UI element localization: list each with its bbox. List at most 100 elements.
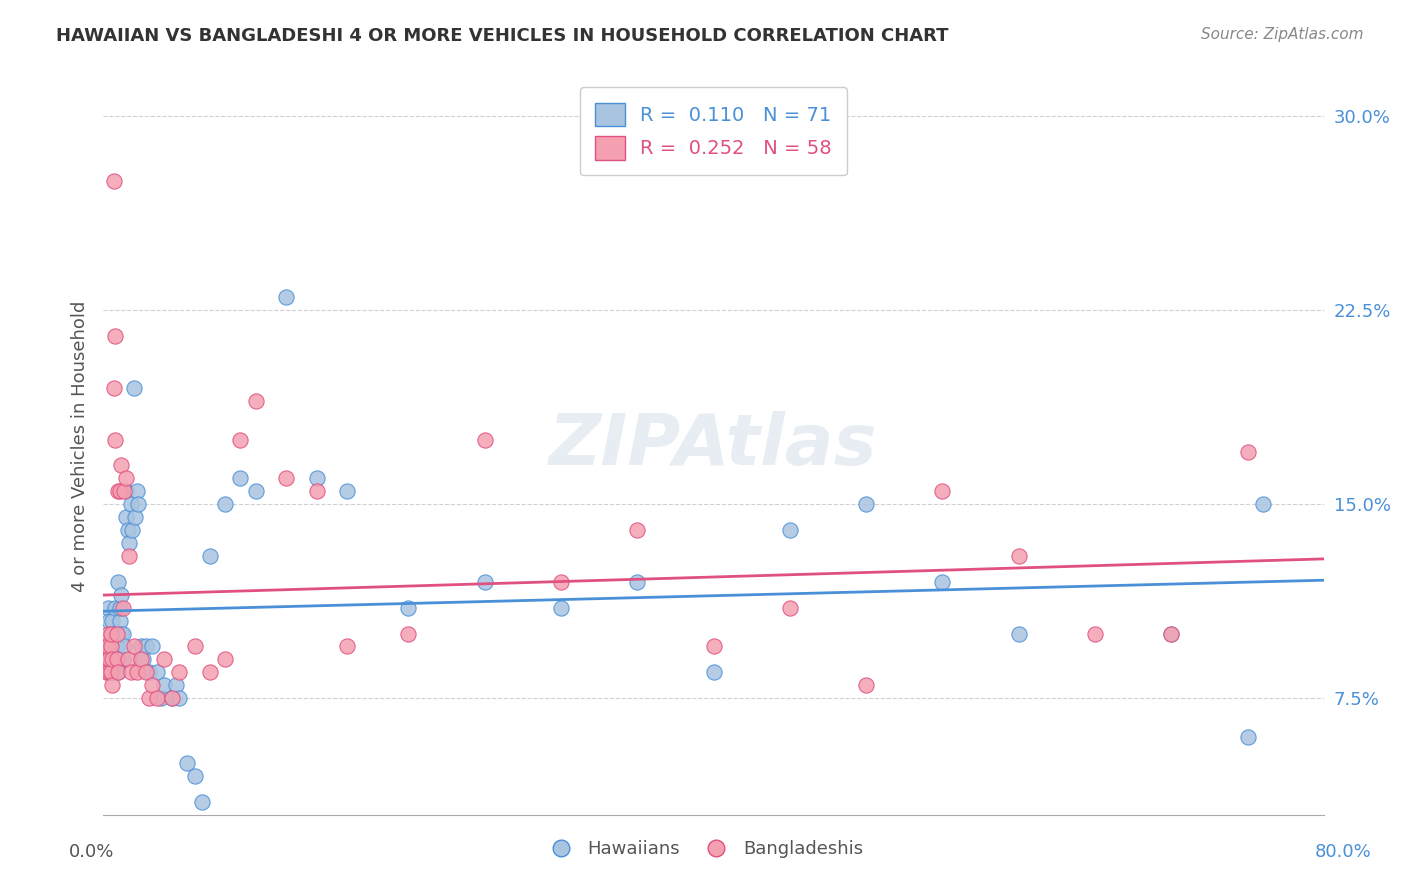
Point bbox=[141, 678, 163, 692]
Point bbox=[103, 626, 125, 640]
Point bbox=[779, 523, 801, 537]
Point bbox=[336, 484, 359, 499]
Point bbox=[100, 626, 122, 640]
Point bbox=[1084, 626, 1107, 640]
Point bbox=[336, 640, 359, 654]
Point bbox=[115, 471, 138, 485]
Point bbox=[135, 665, 157, 680]
Point bbox=[100, 652, 122, 666]
Point bbox=[105, 652, 128, 666]
Point bbox=[105, 626, 128, 640]
Point bbox=[108, 484, 131, 499]
Point bbox=[183, 640, 205, 654]
Point bbox=[111, 600, 134, 615]
Point bbox=[103, 652, 125, 666]
Point bbox=[104, 665, 127, 680]
Point bbox=[183, 769, 205, 783]
Point bbox=[96, 665, 118, 680]
Point bbox=[101, 626, 124, 640]
Point bbox=[125, 665, 148, 680]
Point bbox=[305, 484, 328, 499]
Point bbox=[135, 640, 157, 654]
Point bbox=[1236, 730, 1258, 744]
Point bbox=[98, 665, 121, 680]
Point bbox=[229, 471, 252, 485]
Point bbox=[98, 640, 121, 654]
Point bbox=[145, 665, 167, 680]
Text: ZIPAtlas: ZIPAtlas bbox=[550, 411, 877, 481]
Text: 80.0%: 80.0% bbox=[1315, 843, 1371, 861]
Point bbox=[229, 433, 252, 447]
Point bbox=[169, 665, 191, 680]
Point bbox=[100, 640, 122, 654]
Point bbox=[153, 652, 176, 666]
Point bbox=[132, 652, 155, 666]
Point bbox=[702, 640, 724, 654]
Point bbox=[396, 600, 419, 615]
Point bbox=[474, 433, 496, 447]
Point bbox=[127, 497, 149, 511]
Point bbox=[110, 458, 132, 473]
Point bbox=[96, 640, 118, 654]
Point bbox=[1160, 626, 1182, 640]
Legend: R =  0.110   N = 71, R =  0.252   N = 58: R = 0.110 N = 71, R = 0.252 N = 58 bbox=[579, 87, 848, 176]
Point bbox=[474, 574, 496, 589]
Point bbox=[124, 510, 146, 524]
Point bbox=[100, 626, 122, 640]
Point bbox=[931, 484, 953, 499]
Point bbox=[160, 691, 183, 706]
Point bbox=[276, 471, 298, 485]
Point bbox=[114, 640, 136, 654]
Point bbox=[107, 665, 129, 680]
Point bbox=[121, 523, 143, 537]
Point bbox=[1160, 626, 1182, 640]
Point bbox=[855, 497, 877, 511]
Point bbox=[97, 626, 120, 640]
Point bbox=[169, 691, 191, 706]
Point bbox=[104, 433, 127, 447]
Point bbox=[110, 588, 132, 602]
Point bbox=[550, 600, 572, 615]
Point bbox=[115, 510, 138, 524]
Point bbox=[96, 640, 118, 654]
Point bbox=[93, 652, 115, 666]
Point bbox=[550, 574, 572, 589]
Point bbox=[108, 600, 131, 615]
Point bbox=[100, 665, 122, 680]
Point bbox=[141, 640, 163, 654]
Point bbox=[115, 484, 138, 499]
Point bbox=[100, 640, 122, 654]
Point bbox=[198, 665, 221, 680]
Point bbox=[108, 614, 131, 628]
Point bbox=[110, 626, 132, 640]
Point bbox=[125, 484, 148, 499]
Point bbox=[117, 523, 139, 537]
Point bbox=[779, 600, 801, 615]
Point bbox=[214, 497, 236, 511]
Point bbox=[1251, 497, 1274, 511]
Point bbox=[120, 665, 142, 680]
Point bbox=[117, 652, 139, 666]
Point bbox=[101, 614, 124, 628]
Point bbox=[1008, 626, 1031, 640]
Point bbox=[191, 795, 214, 809]
Point bbox=[107, 665, 129, 680]
Point bbox=[1236, 445, 1258, 459]
Point bbox=[104, 600, 127, 615]
Point bbox=[931, 574, 953, 589]
Point bbox=[626, 523, 648, 537]
Point bbox=[101, 678, 124, 692]
Point bbox=[103, 640, 125, 654]
Point bbox=[122, 381, 145, 395]
Point bbox=[107, 484, 129, 499]
Point bbox=[245, 484, 267, 499]
Point bbox=[153, 678, 176, 692]
Point bbox=[118, 536, 141, 550]
Point bbox=[626, 574, 648, 589]
Text: Source: ZipAtlas.com: Source: ZipAtlas.com bbox=[1201, 27, 1364, 42]
Point bbox=[176, 756, 198, 770]
Point bbox=[245, 393, 267, 408]
Point bbox=[105, 640, 128, 654]
Point bbox=[138, 691, 160, 706]
Point bbox=[305, 471, 328, 485]
